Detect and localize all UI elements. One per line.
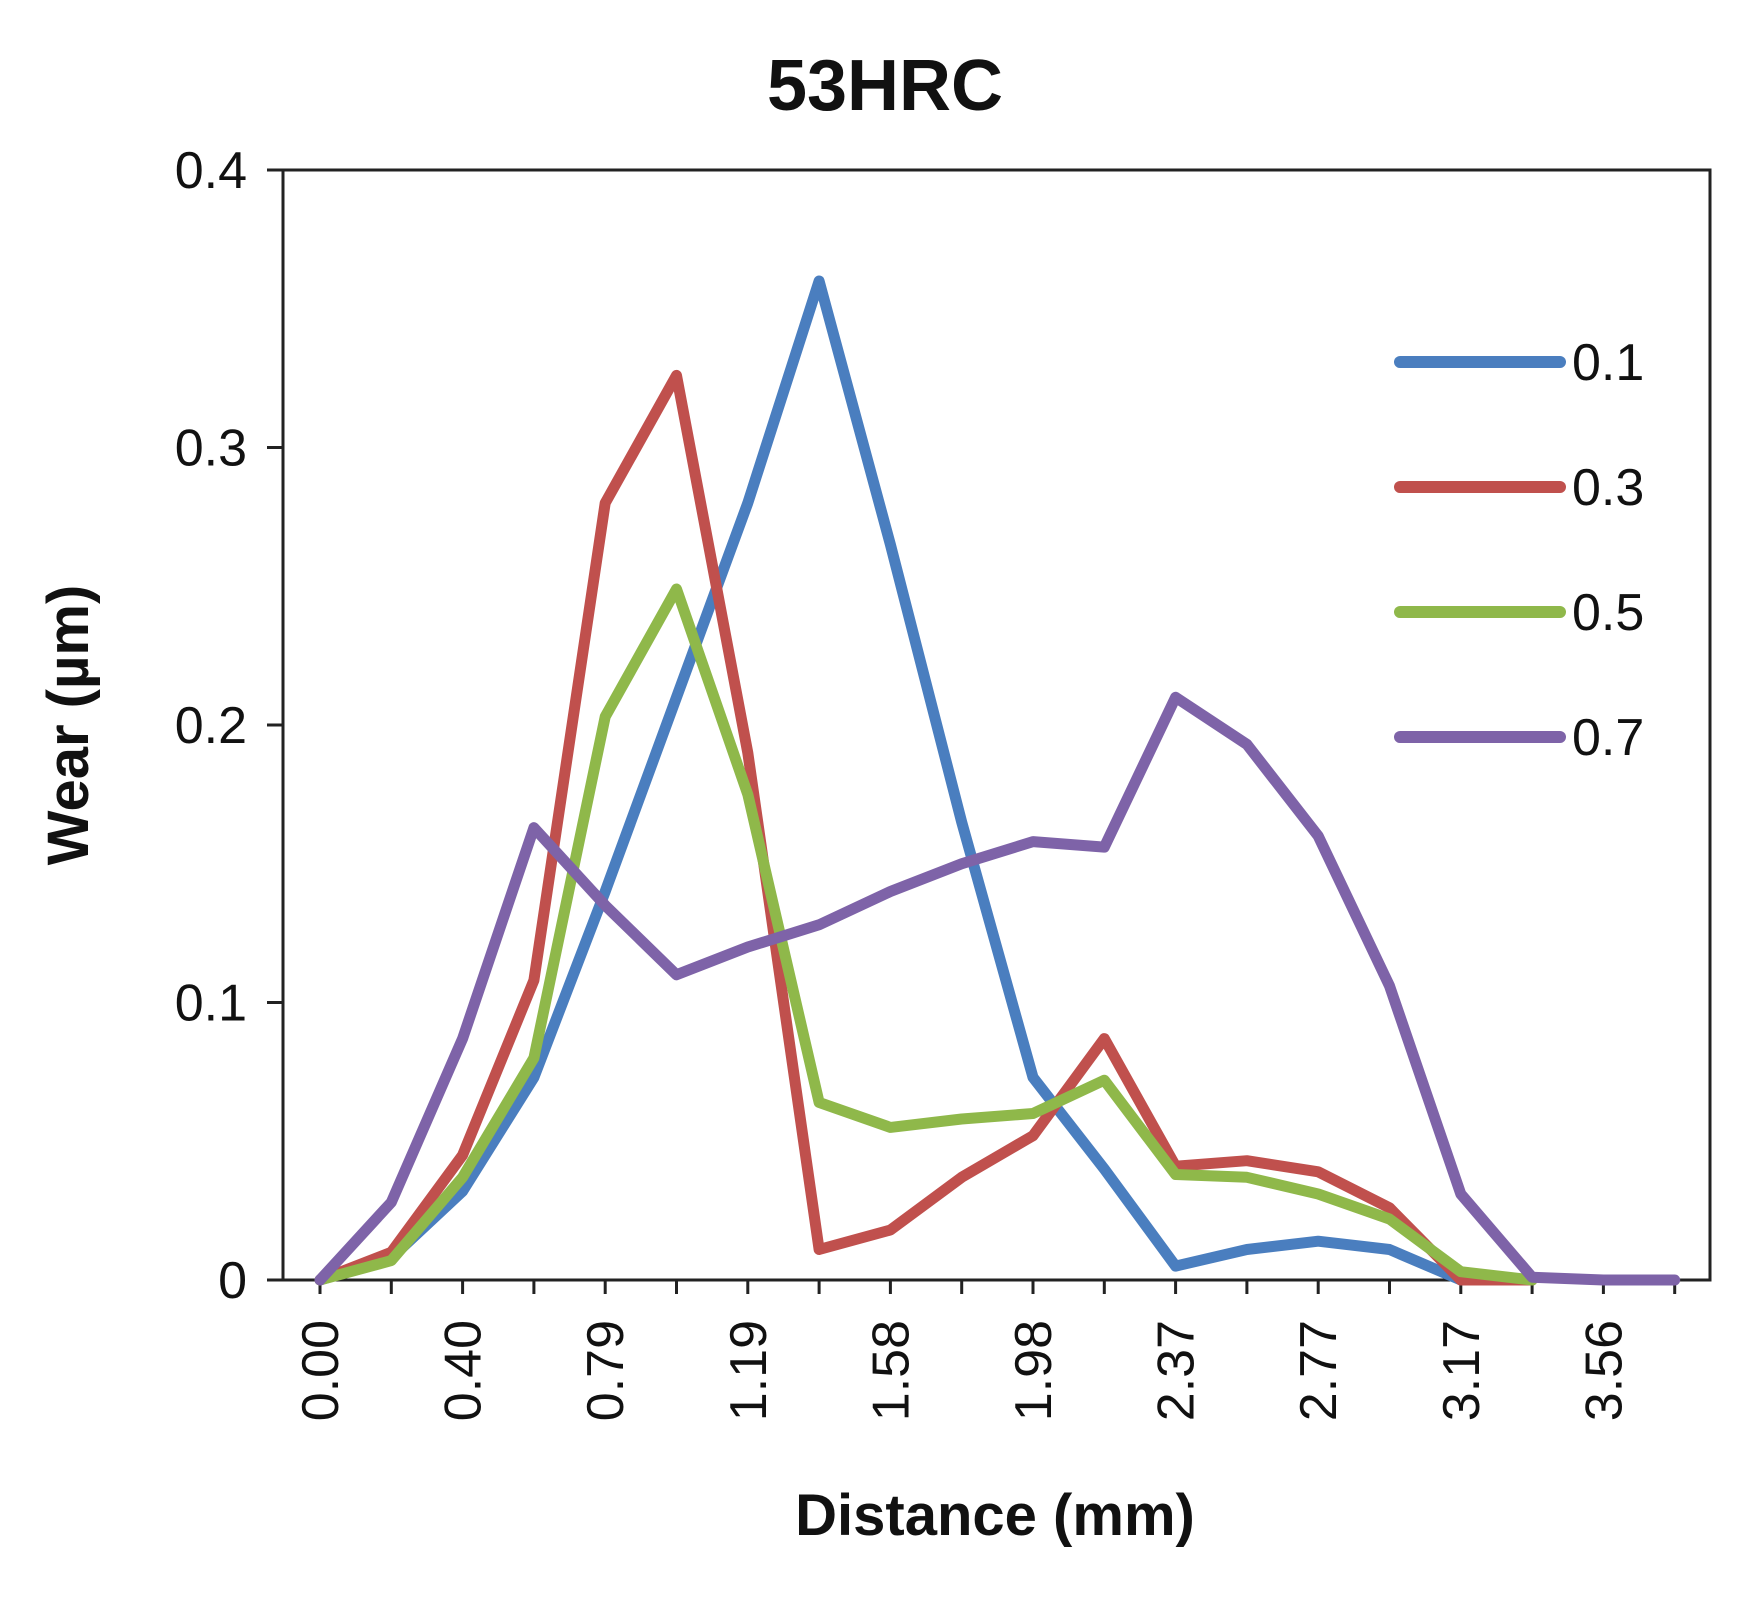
x-tick-label: 1.19 bbox=[720, 1320, 778, 1421]
chart-title: 53HRC bbox=[767, 46, 1003, 126]
series-line-0.3 bbox=[314, 369, 1538, 1286]
legend-label: 0.3 bbox=[1572, 459, 1644, 517]
x-axis-title: Distance (mm) bbox=[795, 1483, 1195, 1548]
x-tick-label: 2.37 bbox=[1148, 1320, 1206, 1421]
x-tick-label: 0.00 bbox=[292, 1320, 350, 1421]
y-tick-label: 0.2 bbox=[175, 697, 247, 755]
legend-label: 0.7 bbox=[1572, 709, 1644, 767]
legend-label: 0.5 bbox=[1572, 584, 1644, 642]
series-line-0.7 bbox=[314, 691, 1681, 1286]
y-tick-label: 0.4 bbox=[175, 142, 247, 200]
y-tick-label: 0.3 bbox=[175, 420, 247, 478]
x-tick-label: 3.17 bbox=[1433, 1320, 1491, 1421]
y-axis: 0 0.1 0.2 0.3 0.4 bbox=[175, 142, 283, 1310]
y-tick-label: 0.1 bbox=[175, 975, 247, 1033]
y-axis-title: Wear (µm) bbox=[36, 585, 101, 866]
x-tick-label: 0.79 bbox=[577, 1320, 635, 1421]
x-tick-label: 0.40 bbox=[435, 1320, 493, 1421]
x-tick-label: 1.58 bbox=[862, 1320, 920, 1421]
y-tick-label: 0 bbox=[218, 1252, 247, 1310]
x-tick-label: 1.98 bbox=[1005, 1320, 1063, 1421]
legend-label: 0.1 bbox=[1572, 334, 1644, 392]
series-line-0.5 bbox=[314, 583, 1538, 1286]
series-line-0.1 bbox=[314, 275, 1538, 1286]
legend: 0.1 0.3 0.5 0.7 bbox=[1394, 334, 1644, 767]
x-tick-label: 3.56 bbox=[1575, 1320, 1633, 1421]
x-tick-label: 2.77 bbox=[1290, 1320, 1348, 1421]
x-axis: 0.00 0.40 0.79 1.19 1.58 1.98 2.37 2.77 3.17 3.56 bbox=[292, 1280, 1677, 1421]
series-group bbox=[314, 275, 1681, 1286]
